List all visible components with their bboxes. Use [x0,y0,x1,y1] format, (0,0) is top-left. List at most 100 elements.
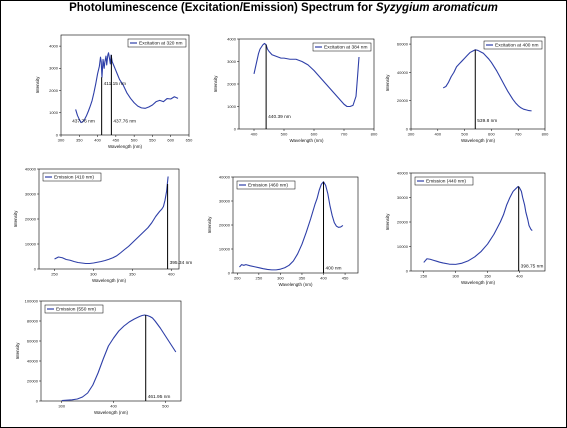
x-tick-label: 350 [484,274,491,279]
x-tick-label: 400 [320,276,327,281]
y-axis-title: Intensity [35,76,40,94]
chart-panel-exc320: 300 350 400 450 500 550 600 650 0 1000 2000 3000 400… [35,34,193,149]
x-tick-label: 500 [131,138,138,143]
x-tick-label: 800 [542,132,549,137]
y-tick-label: 0 [56,132,59,137]
chart-panel-em410: 250 300 350 400 0 10000 20000 30000 40000 Wavelen… [13,166,192,283]
plot-frame [232,176,359,274]
x-tick-label: 300 [58,404,65,409]
y-tick-label: 4000 [227,36,237,41]
legend-box [42,172,102,182]
y-tick-label: 0 [228,270,231,275]
y-axis-title: Intensity [15,342,20,360]
y-tick-label: 30000 [219,198,231,203]
legend-entry: Emission (460 nm) [248,183,288,189]
series-line [239,181,344,271]
x-axis-title: Wavelength (nm) [92,278,127,283]
x-tick-label: 800 [371,132,378,137]
x-tick-label: 700 [341,132,348,137]
series-line [75,52,179,124]
x-tick-label: 300 [90,272,97,277]
series-line [54,176,169,265]
y-tick-label: 60000 [397,41,409,46]
legend: Emission (410 nm) [42,172,102,182]
x-tick-label: 550 [149,138,156,143]
x-axis-title: Wavelength (nm) [278,282,313,287]
peak-marker-label: 461.95 nm [148,394,171,400]
x-tick-label: 350 [129,272,136,277]
legend-entry: Excitation at 400 nm [495,43,538,49]
x-tick-label: 350 [76,138,83,143]
chart-panel-em550: 300 400 500 0 20000 40000 60000 80000 100000 Wave… [15,298,182,415]
plot-frame [38,168,180,270]
peak-marker-label: 539.8 nm [477,118,497,124]
y-axis-title: Intensity [385,74,390,92]
y-axis-title: Intensity [385,213,390,231]
x-tick-label: 650 [186,138,193,143]
x-tick-label: 400 [251,132,258,137]
x-tick-label: 450 [342,276,349,281]
legend-entry: Emission (440 nm) [426,179,466,185]
chart-panel-em440: 250 300 350 400 0 10000 20000 30000 40000 Wavelen… [385,170,546,285]
legend-box [414,176,474,186]
legend: Emission (440 nm) [414,176,474,186]
peak-marker-label: 395.34 nm [170,260,193,266]
y-tick-label: 2000 [227,81,237,86]
y-tick-label: 3000 [227,59,237,64]
series-line [61,314,177,402]
x-tick-label: 300 [58,138,65,143]
plot-frame [60,34,190,136]
x-axis-title: Wavelength (nm) [94,410,129,415]
peak-marker-label: 398.75 nm [521,263,544,269]
x-tick-label: 500 [281,132,288,137]
plot-frame [40,300,182,402]
plot-frame [410,36,546,130]
y-axis-title: Intensity [13,210,18,228]
x-tick-label: 200 [234,276,241,281]
y-tick-label: 40000 [219,174,231,179]
y-tick-label: 3000 [49,66,59,71]
y-tick-label: 10000 [219,246,231,251]
y-tick-label: 20000 [27,378,39,383]
peak-marker-label: 400 nm [326,265,342,271]
x-axis-title: Wavelength (nm) [289,138,324,143]
y-tick-label: 0 [234,126,237,131]
y-tick-label: 0 [36,398,39,403]
x-tick-label: 400 [168,272,175,277]
x-tick-label: 600 [311,132,318,137]
legend: Excitation at 384 nm [312,42,372,52]
x-tick-label: 600 [167,138,174,143]
legend-entry: Emission (550 nm) [56,307,96,313]
peak-marker-label: 437.76 nm [72,119,95,125]
legend-entry: Emission (410 nm) [54,175,94,181]
x-tick-label: 600 [488,132,495,137]
legend-box [312,42,372,52]
legend: Emission (550 nm) [44,304,104,314]
legend-entry: Excitation at 384 nm [324,45,367,51]
y-tick-label: 10000 [25,241,37,246]
y-tick-label: 0 [34,266,37,271]
y-tick-label: 1000 [49,110,59,115]
plot-frame [410,172,546,272]
peak-marker-label: 411.15 nm [104,81,126,87]
series-line [423,185,533,265]
y-axis-title: Intensity [207,216,212,234]
y-tick-label: 40000 [397,170,409,175]
x-tick-label: 250 [51,272,58,277]
y-tick-label: 40000 [397,70,409,75]
x-axis-title: Wavelength (nm) [461,138,496,143]
y-axis-title: Intensity [213,75,218,93]
peak-marker-label: 440.39 nm [268,114,291,120]
x-tick-label: 300 [452,274,459,279]
y-tick-label: 1000 [227,104,237,109]
y-tick-label: 60000 [27,338,39,343]
y-tick-label: 30000 [397,195,409,200]
figure-title-species: Syzygium aromaticum [375,2,498,14]
y-tick-label: 30000 [25,191,37,196]
x-tick-label: 500 [461,132,468,137]
peak-marker-label: 437.76 nm [113,119,136,125]
series-line [253,42,360,108]
y-tick-label: 20000 [219,222,231,227]
